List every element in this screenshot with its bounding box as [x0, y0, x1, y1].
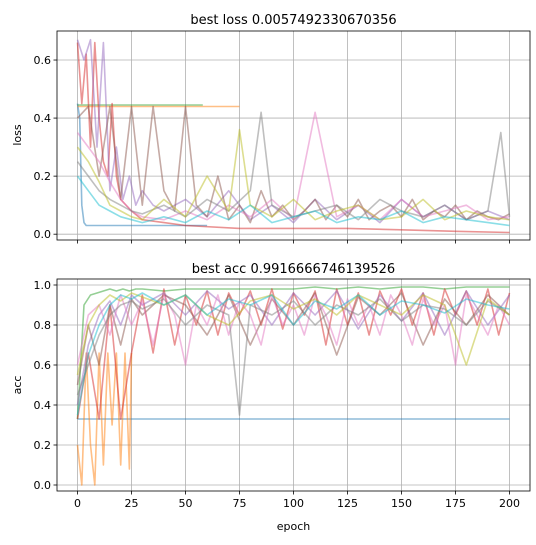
acc-series-line [76, 294, 511, 366]
acc-chart: 0 25 50 75 100 125 150 175 200 0.0 0.2 0.4 0.6 0.8 1.0… [11, 262, 531, 533]
loss-ticks: 0.0 0.2 0.4 0.6 [34, 54, 510, 244]
loss-chart-title: best loss 0.0057492330670356 [190, 13, 396, 28]
loss-y-tick-label: 0.0 [34, 228, 52, 241]
loss-series-line [76, 103, 208, 227]
acc-x-tick-label: 50 [179, 497, 193, 510]
acc-y-tick-label: 0.8 [34, 319, 52, 332]
loss-y-tick-label: 0.4 [34, 112, 52, 125]
acc-y-tick-label: 1.0 [34, 279, 52, 292]
acc-x-tick-label: 75 [233, 497, 247, 510]
loss-y-tick-label: 0.6 [34, 54, 52, 67]
acc-series-line [76, 292, 510, 376]
acc-series-line [76, 292, 510, 416]
acc-x-tick-label: 0 [74, 497, 81, 510]
loss-y-tick-label: 0.2 [34, 170, 52, 183]
acc-y-axis-label: acc [11, 376, 24, 395]
loss-chart: 0.0 0.2 0.4 0.6 best loss 0.005749233067035… [11, 13, 531, 244]
acc-chart-title: best acc 0.9916666746139526 [192, 262, 395, 277]
acc-y-tick-label: 0.4 [34, 399, 52, 412]
acc-y-tick-label: 0.6 [34, 359, 52, 372]
acc-x-axis-label: epoch [277, 520, 311, 533]
acc-x-tick-label: 200 [499, 497, 520, 510]
acc-series-group [76, 286, 511, 486]
acc-x-tick-label: 100 [283, 497, 304, 510]
loss-gridlines [57, 31, 530, 240]
acc-ticks: 0 25 50 75 100 125 150 175 200 0.0 0.2 0.4 0.6 0.8 1.0 [34, 279, 520, 510]
acc-x-tick-label: 150 [391, 497, 412, 510]
acc-y-tick-label: 0.0 [34, 479, 52, 492]
acc-series-line [76, 292, 511, 386]
acc-y-tick-label: 0.2 [34, 439, 52, 452]
loss-series-line [76, 175, 510, 227]
loss-series-line [76, 111, 510, 221]
loss-series-group [76, 38, 511, 234]
acc-x-tick-label: 125 [337, 497, 358, 510]
acc-series-line [76, 286, 510, 420]
acc-x-tick-label: 175 [445, 497, 466, 510]
loss-series-line [76, 111, 511, 221]
loss-y-axis-label: loss [11, 124, 24, 146]
acc-x-tick-label: 25 [125, 497, 139, 510]
